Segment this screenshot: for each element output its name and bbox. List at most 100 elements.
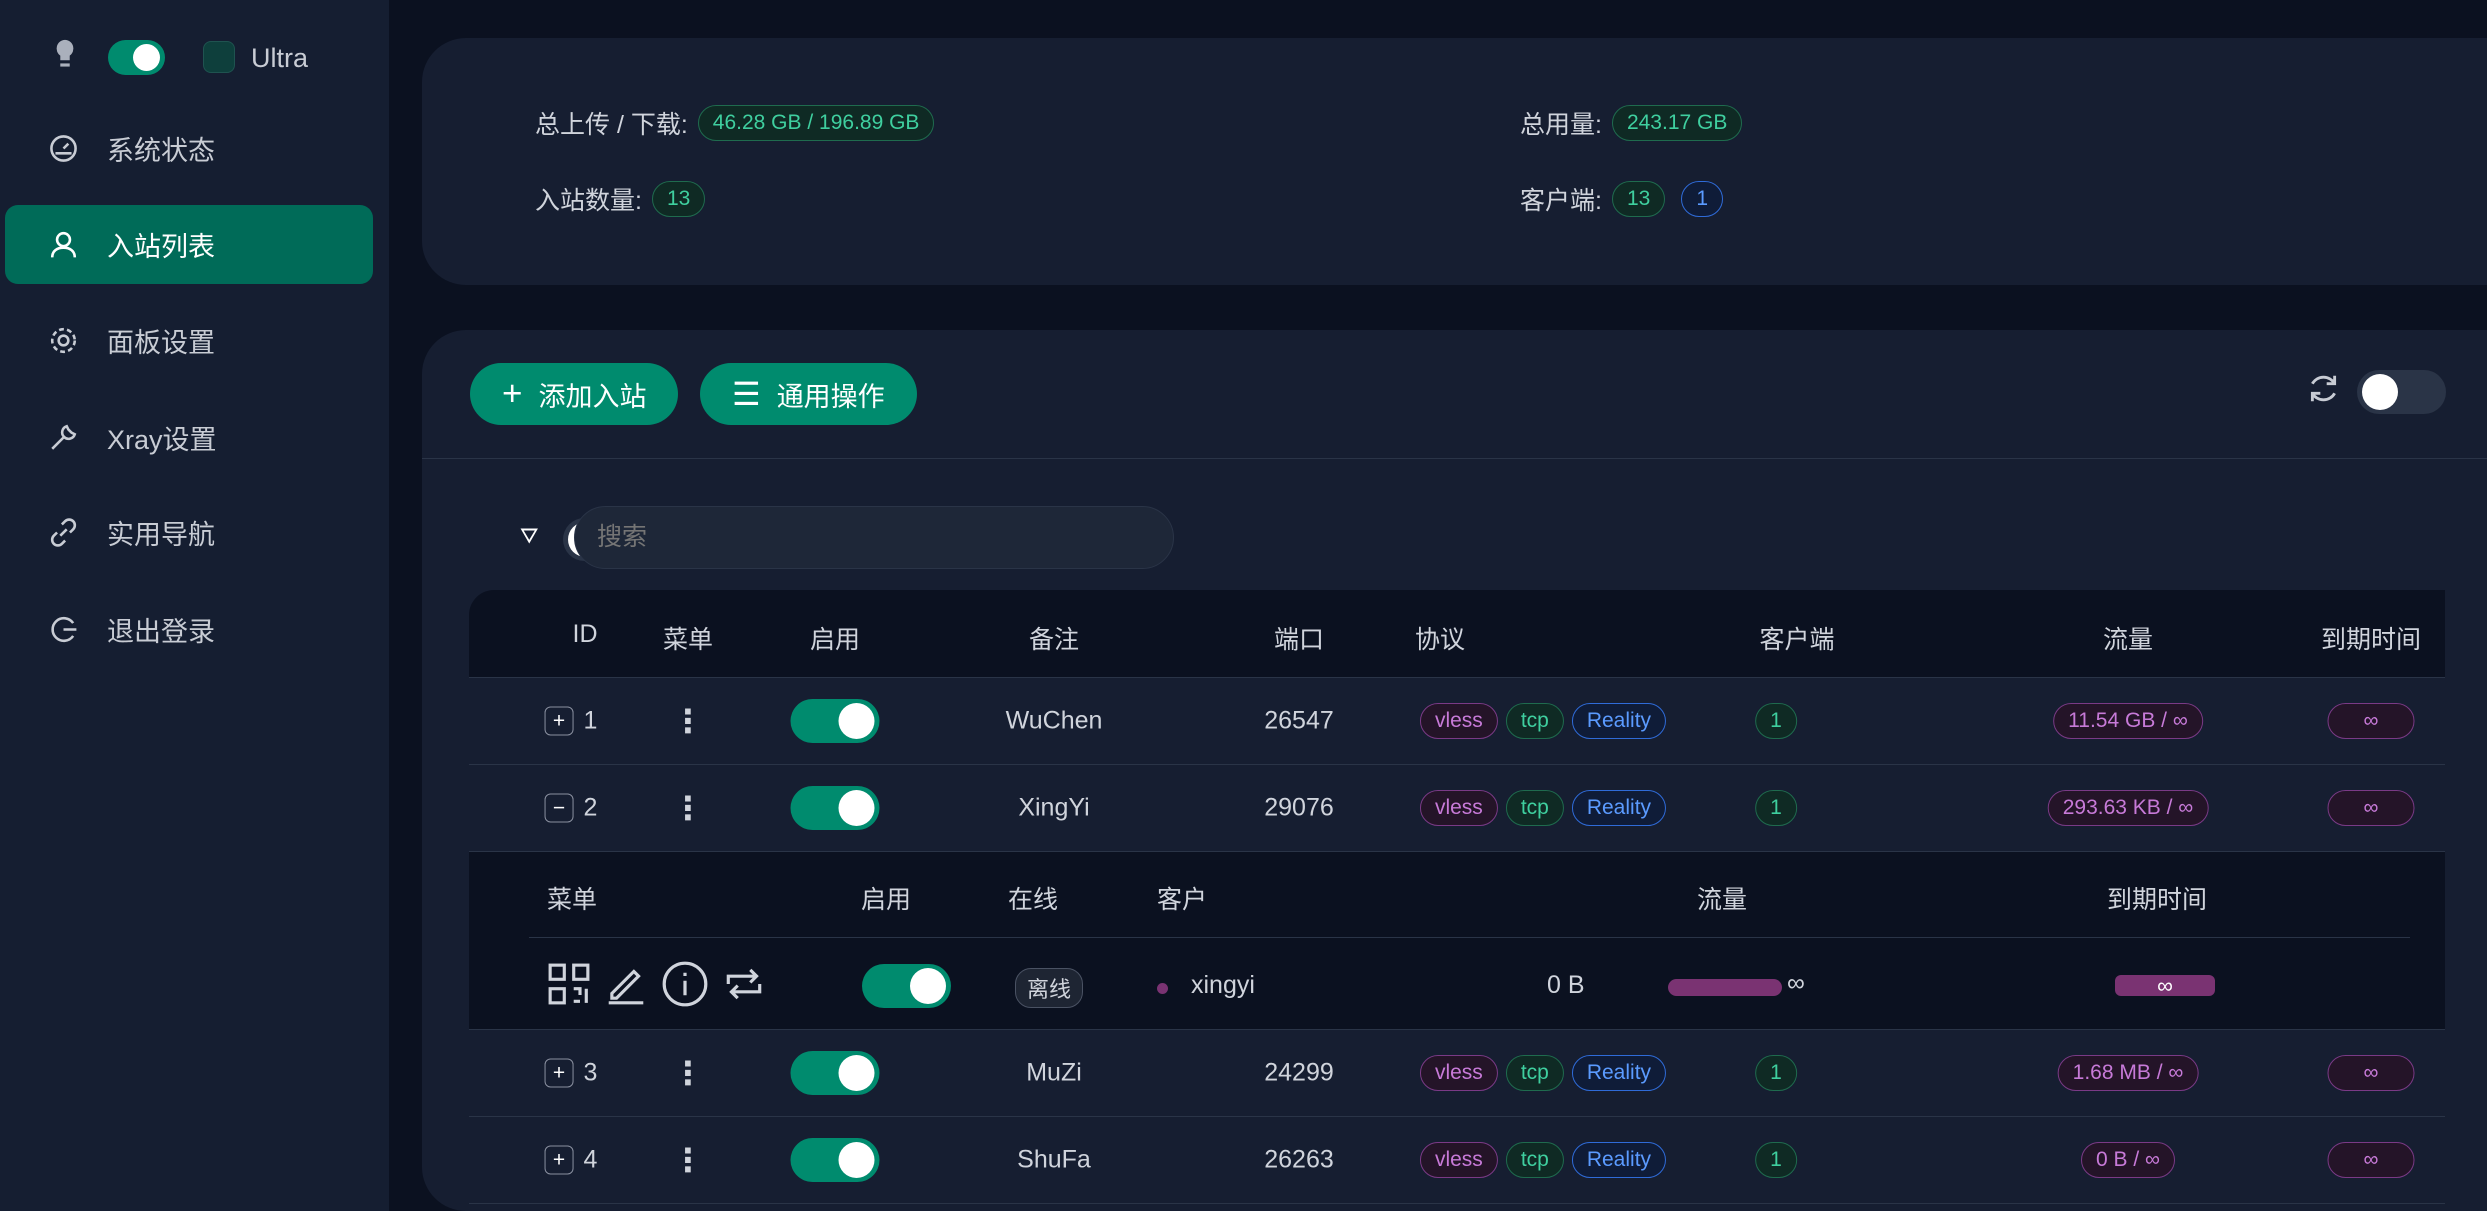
- row-port: 24299: [1264, 1058, 1334, 1087]
- stats-card: 总上传 / 下载: 46.28 GB / 196.89 GB 总用量: 243.17…: [422, 38, 2487, 285]
- sidebar-item-status[interactable]: 系统状态: [5, 109, 373, 188]
- refresh-icon[interactable]: [2306, 371, 2341, 406]
- client-header-menu: 菜单: [547, 886, 598, 914]
- client-traffic: 0 B: [1547, 971, 1585, 999]
- row-clients-badge: 1: [1755, 1142, 1797, 1178]
- row-clients-badge: 1: [1755, 1055, 1797, 1091]
- gear-icon: [50, 327, 77, 354]
- table-row: −2 ⋮ XingYi 29076 vless tcp Reality 1 293.…: [469, 765, 2445, 852]
- row-enable-toggle[interactable]: [790, 786, 880, 830]
- client-email: xingyi: [1191, 971, 1255, 999]
- client-online-badge: 离线: [1015, 968, 1084, 1008]
- row-menu-icon[interactable]: ⋮: [672, 1055, 704, 1091]
- row-port: 26547: [1264, 706, 1334, 735]
- protocol-badge: vless: [1419, 1142, 1498, 1178]
- traffic-progress-bar: [1668, 979, 1782, 996]
- row-id: 3: [583, 1058, 598, 1087]
- expand-button[interactable]: +: [544, 706, 574, 736]
- security-badge: Reality: [1571, 790, 1667, 826]
- row-remark: MuZi: [1026, 1058, 1082, 1087]
- ultra-label: Ultra: [251, 43, 309, 73]
- table-row: +1 ⋮ WuChen 26547 vless tcp Reality 1 11.5…: [469, 678, 2445, 765]
- sidebar-item-xray-settings[interactable]: Xray设置: [5, 398, 373, 477]
- sidebar-item-navigation[interactable]: 实用导航: [5, 493, 373, 572]
- user-icon: [50, 231, 77, 258]
- client-enable-toggle[interactable]: [862, 964, 951, 1008]
- protocol-badge: vless: [1419, 1055, 1498, 1091]
- client-header-enable: 启用: [861, 886, 912, 914]
- updown-label: 总上传 / 下载:: [535, 111, 688, 139]
- header-remark: 备注: [1028, 626, 1080, 654]
- row-expiry-badge: ∞: [2327, 790, 2415, 826]
- lightbulb-icon: [56, 39, 74, 67]
- header-id: ID: [572, 620, 598, 648]
- reset-traffic-icon[interactable]: [722, 962, 766, 1006]
- network-badge: tcp: [1505, 1142, 1564, 1178]
- dashboard-icon: [50, 135, 77, 162]
- row-expiry-badge: ∞: [2327, 1055, 2415, 1091]
- row-traffic-badge: 293.63 KB / ∞: [2047, 790, 2209, 826]
- row-id: 2: [583, 793, 598, 822]
- logout-icon: [51, 616, 77, 643]
- sidebar-item-panel-settings[interactable]: 面板设置: [5, 301, 373, 380]
- row-port: 26263: [1264, 1145, 1334, 1174]
- edit-icon[interactable]: [604, 962, 648, 1006]
- header-traffic: 流量: [2102, 626, 2154, 654]
- wrench-icon: [51, 424, 77, 450]
- row-port: 29076: [1264, 793, 1334, 822]
- sidebar: Ultra 系统状态 入站列表 面板设置 Xray设置 实用导航 退出登录: [0, 0, 389, 1211]
- table-row: +4 ⋮ ShuFa 26263 vless tcp Reality 1 0 B /…: [469, 1117, 2445, 1204]
- row-remark: ShuFa: [1017, 1145, 1091, 1174]
- row-expiry-badge: ∞: [2327, 703, 2415, 739]
- row-remark: WuChen: [1005, 706, 1103, 735]
- total-label: 总用量:: [1520, 111, 1602, 139]
- table-row: +3 ⋮ MuZi 24299 vless tcp Reality 1 1.68 M…: [469, 1030, 2445, 1117]
- expand-button[interactable]: +: [544, 1145, 574, 1175]
- row-id: 1: [583, 706, 598, 735]
- add-inbound-button[interactable]: + 添加入站: [470, 363, 679, 425]
- header-protocol: 协议: [1414, 626, 1466, 654]
- client-subtable: 菜单 启用 在线 客户 流量 到期时间 离线 xingyi 0 B ∞ ∞: [469, 852, 2445, 1030]
- general-actions-button[interactable]: ☰ 通用操作: [700, 363, 917, 425]
- row-traffic-badge: 0 B / ∞: [2081, 1142, 2175, 1178]
- search-input[interactable]: [574, 506, 1174, 569]
- qrcode-icon[interactable]: [547, 962, 591, 1006]
- client-header-traffic: 流量: [1697, 886, 1748, 914]
- header-port: 端口: [1273, 626, 1325, 654]
- row-menu-icon[interactable]: ⋮: [672, 703, 704, 739]
- clients-badge: 13: [1611, 181, 1666, 217]
- link-icon: [50, 518, 77, 547]
- protocol-badge: vless: [1419, 703, 1498, 739]
- auto-refresh-toggle[interactable]: [2357, 370, 2446, 414]
- updown-badge: 46.28 GB / 196.89 GB: [697, 105, 935, 141]
- menu-icon: ☰: [732, 376, 761, 412]
- row-expiry-badge: ∞: [2327, 1142, 2415, 1178]
- row-menu-icon[interactable]: ⋮: [672, 790, 704, 826]
- traffic-limit: ∞: [1787, 969, 1805, 997]
- row-enable-toggle[interactable]: [790, 699, 880, 743]
- filter-icon: ⛛: [520, 523, 539, 548]
- sidebar-item-inbounds[interactable]: 入站列表: [5, 205, 373, 284]
- row-traffic-badge: 11.54 GB / ∞: [2053, 703, 2203, 739]
- table-header: ID 菜单 启用 备注 端口 协议 客户端 流量 到期时间: [469, 590, 2445, 678]
- expand-button[interactable]: −: [544, 793, 574, 823]
- header-expiry: 到期时间: [2320, 626, 2422, 654]
- row-menu-icon[interactable]: ⋮: [672, 1142, 704, 1178]
- client-header-client: 客户: [1157, 886, 1208, 914]
- row-remark: XingYi: [1018, 793, 1090, 822]
- row-clients-badge: 1: [1755, 790, 1797, 826]
- plus-icon: +: [502, 374, 523, 413]
- sidebar-item-logout[interactable]: 退出登录: [5, 590, 373, 669]
- row-enable-toggle[interactable]: [790, 1138, 880, 1182]
- dark-mode-toggle[interactable]: [108, 40, 165, 75]
- total-badge: 243.17 GB: [1611, 105, 1743, 141]
- row-id: 4: [583, 1145, 598, 1174]
- row-enable-toggle[interactable]: [790, 1051, 880, 1095]
- security-badge: Reality: [1571, 1055, 1667, 1091]
- network-badge: tcp: [1505, 790, 1564, 826]
- clients-online-badge: 1: [1681, 181, 1723, 217]
- expand-button[interactable]: +: [544, 1058, 574, 1088]
- info-icon[interactable]: [661, 960, 709, 1008]
- ultra-checkbox[interactable]: [203, 41, 235, 73]
- network-badge: tcp: [1505, 1055, 1564, 1091]
